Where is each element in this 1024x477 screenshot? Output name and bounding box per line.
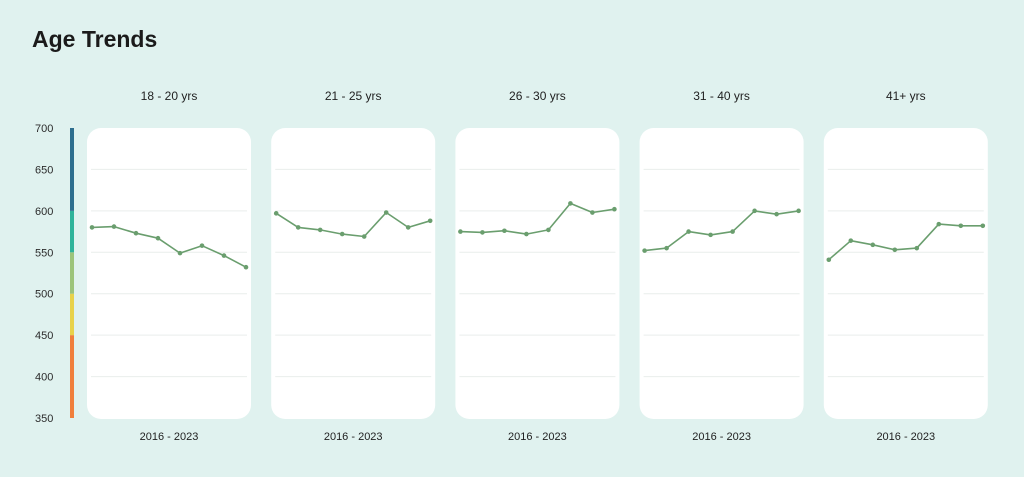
y-tick-label: 700 bbox=[35, 123, 53, 135]
panel: 21 - 25 yrs 2016 - 2023 bbox=[271, 89, 436, 443]
data-point bbox=[383, 210, 389, 215]
x-axis-label: 2016 - 2023 bbox=[324, 431, 383, 443]
data-point bbox=[870, 242, 876, 248]
data-point bbox=[317, 227, 323, 233]
panel-background bbox=[639, 128, 804, 419]
panel-background bbox=[823, 128, 988, 419]
x-axis-label: 2016 - 2023 bbox=[692, 431, 751, 443]
panel-background bbox=[87, 128, 251, 419]
data-point bbox=[361, 234, 367, 239]
data-point bbox=[980, 223, 986, 229]
x-axis-label: 2016 - 2023 bbox=[876, 431, 935, 443]
data-point bbox=[642, 248, 647, 253]
y-tick-label: 450 bbox=[35, 330, 53, 342]
data-point bbox=[133, 230, 139, 236]
data-point bbox=[796, 208, 801, 214]
data-point bbox=[892, 247, 898, 253]
series-line bbox=[275, 211, 431, 238]
data-point bbox=[155, 235, 161, 241]
data-point bbox=[612, 206, 617, 212]
scale-band bbox=[70, 293, 74, 336]
panel: 31 - 40 yrs 2016 - 2023 bbox=[639, 89, 804, 443]
data-point bbox=[848, 238, 854, 243]
data-point bbox=[458, 229, 463, 234]
series-line bbox=[91, 225, 247, 268]
chart-title: Age Trends bbox=[32, 26, 158, 52]
data-point bbox=[480, 230, 485, 235]
data-point bbox=[273, 211, 279, 216]
y-tick-label: 400 bbox=[35, 372, 53, 384]
scale-band bbox=[70, 128, 74, 211]
scale-band bbox=[70, 252, 74, 294]
data-point bbox=[590, 210, 595, 215]
data-point bbox=[826, 257, 832, 263]
data-point bbox=[664, 245, 669, 251]
data-point bbox=[295, 225, 301, 230]
panel-label: 26 - 30 yrs bbox=[509, 89, 566, 103]
data-point bbox=[914, 245, 920, 251]
data-point bbox=[708, 232, 713, 238]
x-axis-label: 2016 - 2023 bbox=[508, 431, 567, 443]
data-point bbox=[568, 201, 573, 206]
x-axis-label: 2016 - 2023 bbox=[140, 431, 199, 443]
data-point bbox=[686, 229, 691, 234]
scale-band bbox=[70, 210, 74, 253]
panel: 18 - 20 yrs 2016 - 2023 bbox=[87, 89, 251, 443]
data-point bbox=[546, 227, 551, 233]
data-point bbox=[774, 211, 779, 217]
y-tick-label: 500 bbox=[35, 289, 53, 301]
data-point bbox=[111, 224, 117, 229]
series-line bbox=[644, 210, 799, 252]
data-point bbox=[752, 208, 757, 214]
data-point bbox=[339, 231, 345, 237]
panel: 26 - 30 yrs 2016 - 2023 bbox=[455, 89, 620, 443]
y-tick-label: 650 bbox=[35, 164, 53, 176]
y-tick-label: 350 bbox=[35, 413, 53, 425]
data-point bbox=[89, 225, 95, 230]
data-point bbox=[199, 243, 205, 248]
data-point bbox=[427, 218, 433, 224]
y-tick-label: 550 bbox=[35, 247, 53, 259]
data-point bbox=[730, 229, 735, 234]
y-tick-label: 600 bbox=[35, 206, 53, 218]
data-point bbox=[936, 221, 942, 227]
panel-label: 21 - 25 yrs bbox=[325, 89, 382, 103]
series-line bbox=[460, 202, 615, 235]
data-point bbox=[524, 231, 529, 237]
data-point bbox=[221, 253, 227, 258]
scale-band bbox=[70, 335, 74, 418]
panel-label: 31 - 40 yrs bbox=[693, 89, 750, 103]
data-point bbox=[502, 228, 507, 234]
panel-label: 41+ yrs bbox=[886, 89, 926, 103]
data-point bbox=[958, 223, 964, 229]
series-line bbox=[828, 223, 983, 261]
panel-background bbox=[271, 128, 436, 419]
panel-background bbox=[455, 128, 620, 419]
data-point bbox=[243, 264, 249, 270]
panel: 41+ yrs 2016 - 2023 bbox=[823, 89, 988, 443]
data-point bbox=[177, 250, 183, 256]
panel-label: 18 - 20 yrs bbox=[141, 89, 198, 103]
data-point bbox=[405, 225, 411, 230]
